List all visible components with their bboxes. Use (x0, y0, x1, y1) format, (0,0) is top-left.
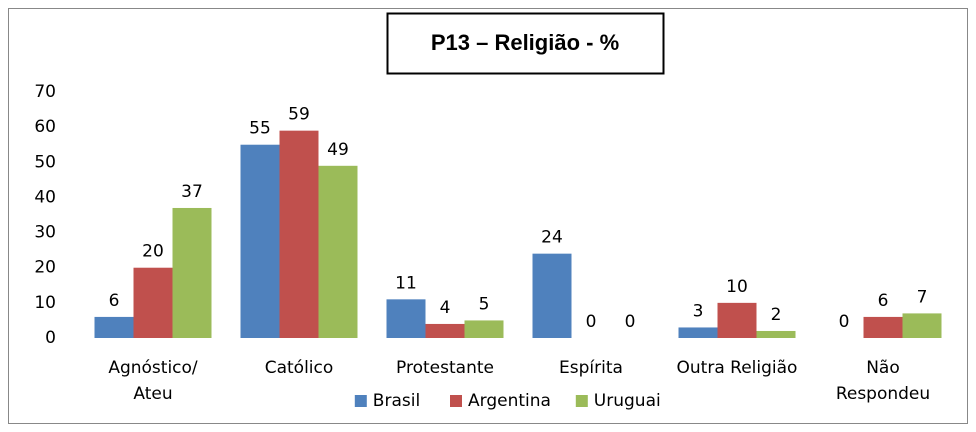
x-tick-label: Outra Religião (677, 358, 798, 378)
x-tick-label: Agnóstico/Ateu (108, 358, 198, 404)
x-tick-label: Espírita (559, 358, 623, 378)
bar (902, 313, 942, 338)
y-tick-label: 60 (34, 117, 56, 137)
bar (172, 207, 212, 338)
y-tick-label: 0 (45, 328, 56, 348)
x-tick-label: Não Respondeu (836, 358, 930, 404)
chart-title: P13 – Religião - % (431, 30, 619, 55)
value-label: 6 (109, 291, 120, 311)
value-label: 24 (541, 228, 563, 248)
bar (133, 267, 173, 338)
y-tick-label: 50 (34, 152, 56, 172)
y-tick-label: 30 (34, 223, 56, 243)
x-tick-label: Protestante (396, 358, 494, 378)
bar (94, 316, 134, 338)
bar (240, 144, 280, 338)
value-label: 4 (440, 298, 451, 318)
value-label: 6 (878, 291, 889, 311)
value-label: 2 (771, 305, 782, 325)
value-label: 49 (327, 140, 349, 160)
value-label: 59 (288, 105, 310, 125)
value-label: 0 (586, 312, 597, 332)
bar (863, 316, 903, 338)
value-label: 37 (181, 182, 203, 202)
value-label: 55 (249, 119, 271, 139)
legend-swatch (575, 395, 588, 407)
chart-border (8, 8, 968, 424)
x-tick-label: Católico (265, 358, 334, 378)
value-label: 5 (479, 294, 490, 314)
bar (678, 327, 718, 338)
bar (464, 320, 504, 338)
bar (279, 130, 319, 338)
value-label: 0 (625, 312, 636, 332)
bar (756, 330, 796, 338)
y-tick-label: 70 (34, 82, 56, 102)
value-label: 11 (395, 273, 417, 293)
legend-label: Brasil (373, 391, 420, 411)
legend-swatch (354, 395, 367, 407)
bar (425, 323, 465, 338)
value-label: 0 (839, 312, 850, 332)
value-label: 20 (142, 242, 164, 262)
title-box (386, 12, 665, 75)
value-label: 7 (917, 287, 928, 307)
y-tick-label: 10 (34, 293, 56, 313)
value-label: 10 (726, 277, 748, 297)
legend-swatch (450, 395, 462, 407)
y-tick-label: 40 (34, 187, 56, 207)
y-tick-label: 20 (34, 258, 56, 278)
bar (318, 165, 358, 338)
bar (717, 302, 757, 338)
legend-label: Argentina (468, 391, 551, 411)
bar (386, 299, 426, 338)
value-label: 3 (693, 301, 704, 321)
bar (532, 253, 572, 338)
legend-label: Uruguai (594, 391, 661, 411)
